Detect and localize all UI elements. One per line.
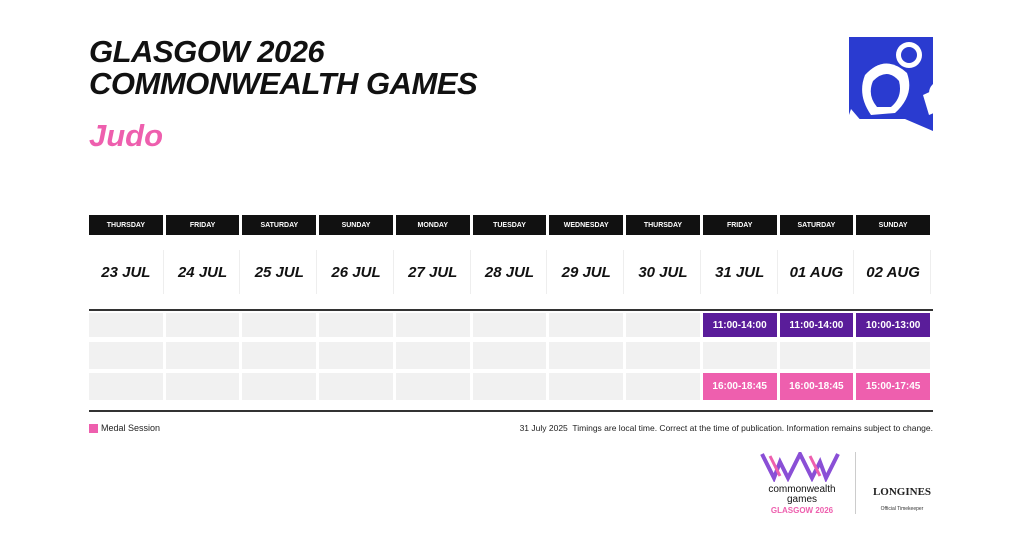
session-cell: 16:00-18:45 [702,373,777,400]
empty-cell [165,342,240,369]
footnote-date: 31 July 2025 [519,423,568,433]
table-rule [89,309,933,311]
session-cell: 10:00-13:00 [856,313,930,337]
empty-cell [319,373,393,400]
weekday-header: THURSDAY [89,215,163,235]
empty-cell [626,313,700,337]
empty-cell [242,373,317,400]
empty-cell [89,373,163,400]
weekday-header: THURSDAY [626,215,700,235]
empty-cell [549,342,624,369]
weekday-header: FRIDAY [165,215,240,235]
footnote: 31 July 2025 Timings are local time. Cor… [520,423,933,433]
date-header: 27 JUL [396,250,471,294]
empty-cell [242,313,317,337]
games-word: games [786,494,817,505]
date-header: 23 JUL [89,250,164,294]
legend-swatch [89,424,98,433]
session-cell: 16:00-18:45 [779,373,854,400]
weekday-header: TUESDAY [472,215,547,235]
empty-cell [395,313,470,337]
empty-cell [779,342,854,369]
title-line: COMMONWEALTH GAMES [89,66,478,101]
empty-cell [472,373,547,400]
date-header: 24 JUL [166,250,241,294]
weekday-header: SATURDAY [779,215,854,235]
sport-name: Judo [89,118,164,153]
empty-cell [89,342,163,369]
empty-cell [472,342,547,369]
weekday-header: MONDAY [395,215,470,235]
weekday-header: FRIDAY [702,215,777,235]
games-word: commonwealth [768,484,836,495]
date-header: 30 JUL [626,250,701,294]
empty-cell [549,373,624,400]
legend-label: Medal Session [101,423,161,433]
session-cell: 11:00-14:00 [702,313,777,337]
empty-cell [395,373,470,400]
date-header: 25 JUL [242,250,318,294]
table-rule [89,410,933,412]
weekday-header: SATURDAY [242,215,317,235]
date-header: 26 JUL [319,250,394,294]
empty-cell [89,313,163,337]
empty-cell [472,313,547,337]
date-header: 29 JUL [549,250,625,294]
empty-cell [395,342,470,369]
sponsor-role: Official Timekeeper [880,506,924,512]
empty-cell [549,313,624,337]
logo-divider [855,452,856,514]
session-cell: 15:00-17:45 [856,373,930,400]
weekday-header: SUNDAY [319,215,393,235]
title-line: GLASGOW 2026 [89,34,325,69]
weekday-header: SUNDAY [856,215,930,235]
empty-cell [319,313,393,337]
empty-cell [165,313,240,337]
empty-cell [626,342,700,369]
empty-cell [319,342,393,369]
footnote-text: Timings are local time. Correct at the t… [572,423,933,433]
date-header: 01 AUG [780,250,855,294]
empty-cell [702,342,777,369]
weekday-header: WEDNESDAY [549,215,624,235]
date-header: 31 JUL [703,250,778,294]
sponsor-name: LONGINES [872,486,932,498]
session-cell: 11:00-14:00 [779,313,854,337]
date-header: 02 AUG [856,250,931,294]
games-city: GLASGOW 2026 [770,506,834,515]
games-logo [760,452,840,482]
empty-cell [626,373,700,400]
games-wordmark: commonwealth games [760,485,844,505]
date-header: 28 JUL [473,250,548,294]
empty-cell [165,373,240,400]
sport-pictogram [847,37,953,131]
empty-cell [856,342,930,369]
empty-cell [242,342,317,369]
